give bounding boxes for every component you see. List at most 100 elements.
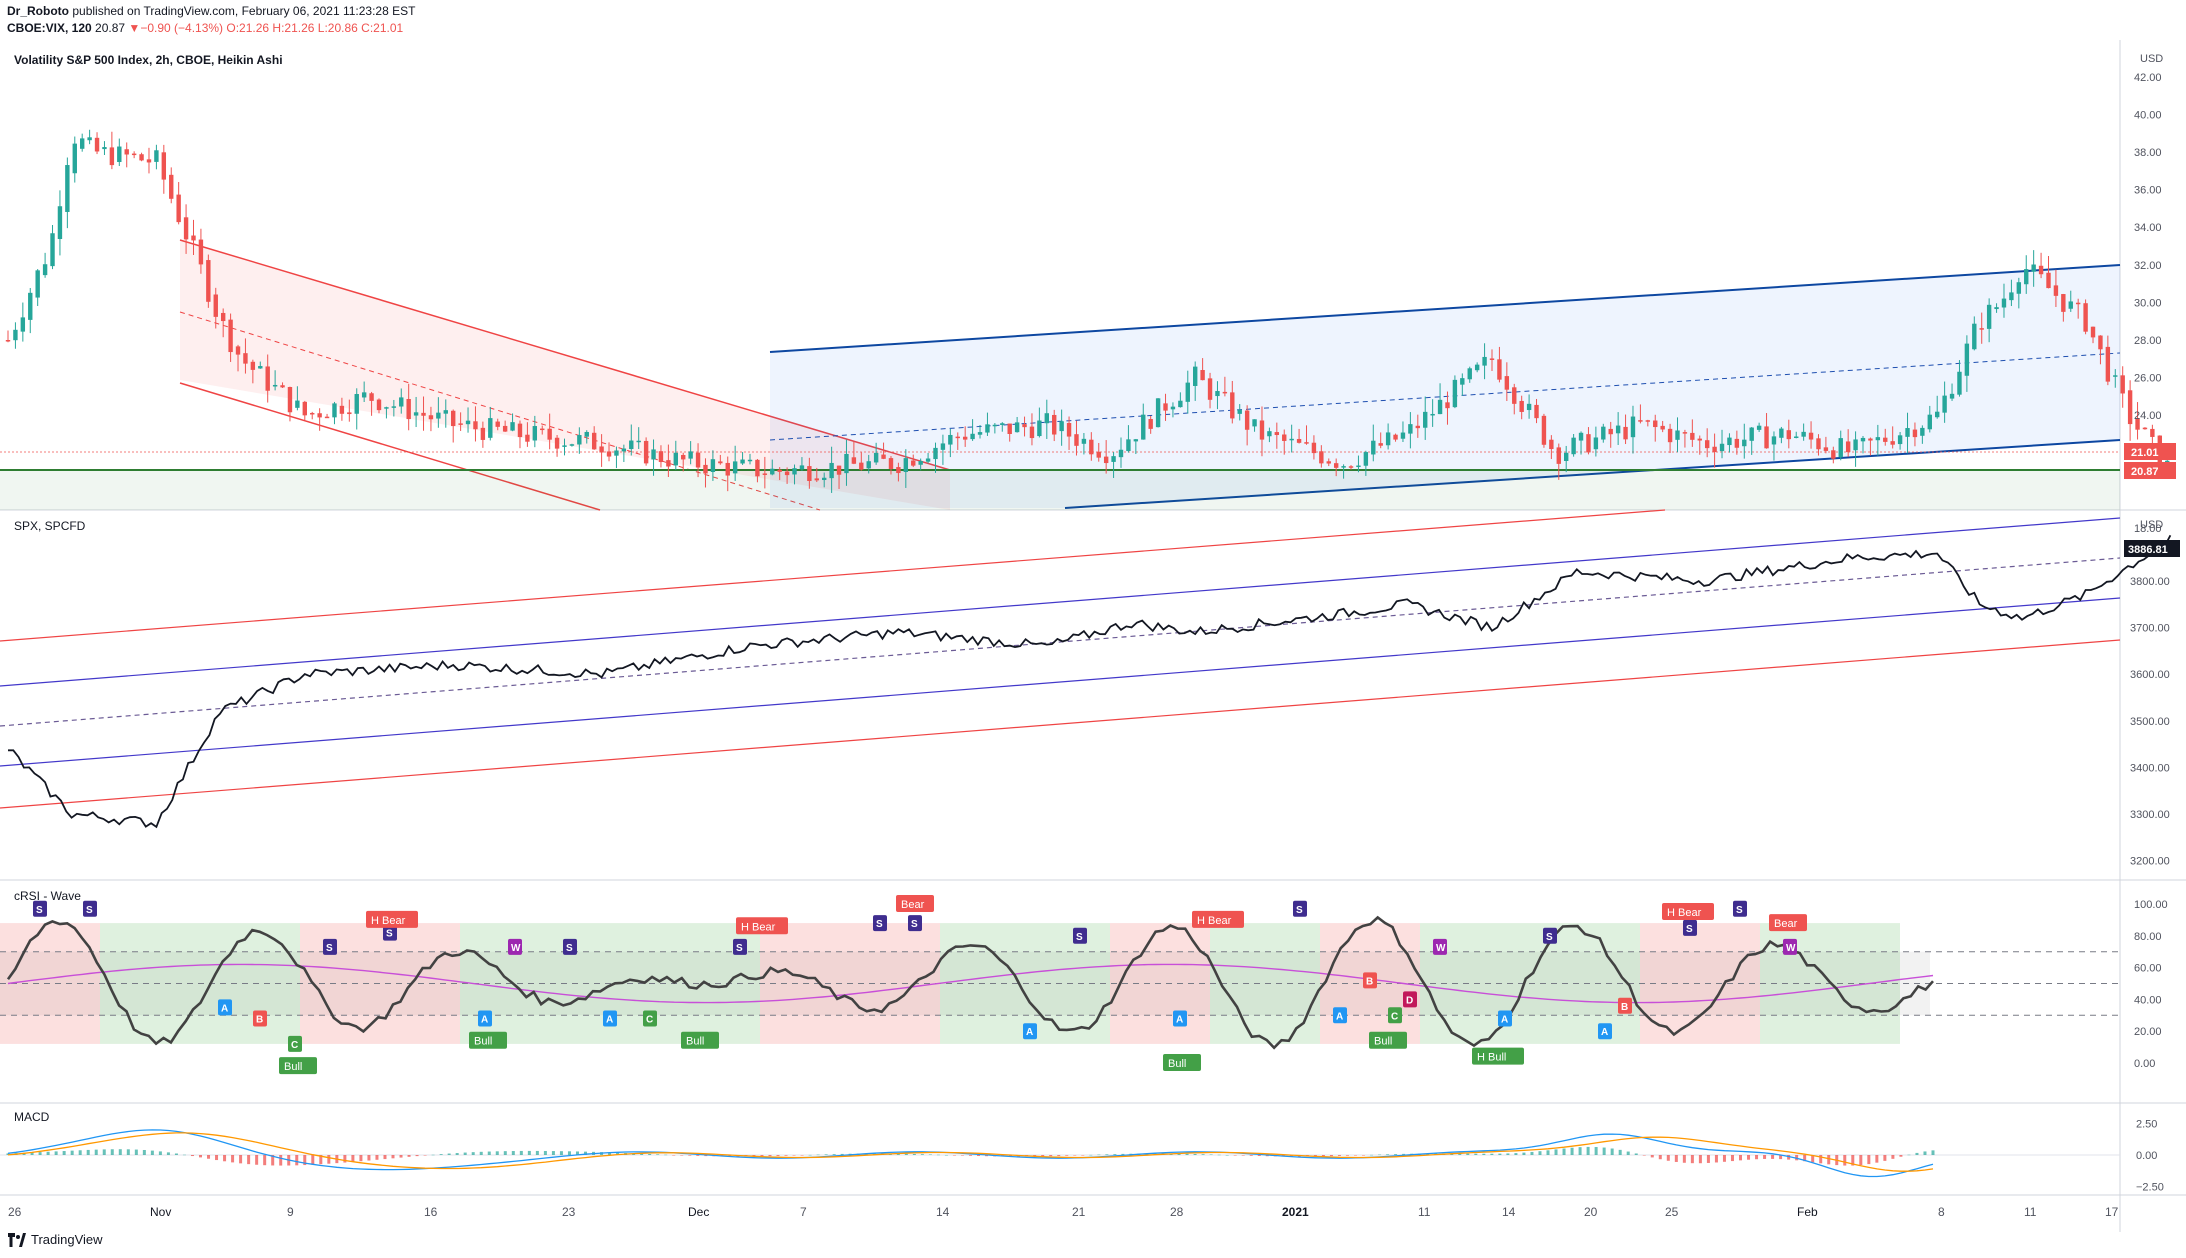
macd-histogram-bar [904, 1153, 908, 1155]
macd-histogram-bar [1209, 1154, 1213, 1155]
candle-body [1986, 304, 1992, 329]
candle-body [28, 292, 33, 320]
macd-histogram-bar [1610, 1148, 1614, 1155]
candle-body [1460, 378, 1465, 385]
candle-body [1378, 443, 1383, 446]
candle-body [1423, 411, 1428, 428]
macd-histogram-bar [1755, 1155, 1759, 1160]
vix-axis-tick: 18.00 [2134, 523, 2162, 535]
candle-body [1860, 437, 1866, 442]
regression-red-upper [0, 509, 1666, 642]
candle-body [799, 465, 805, 470]
candle-body [317, 413, 322, 418]
candle-body [1356, 465, 1361, 468]
candle-body [562, 445, 567, 447]
vix-pane-title: Volatility S&P 500 Index, 2h, CBOE, Heik… [14, 53, 283, 67]
candle-body [710, 459, 716, 473]
candle-body [2113, 375, 2118, 377]
time-axis-tick: 11 [1418, 1205, 1431, 1219]
crsi-signal-label: S [1076, 932, 1083, 943]
candle-body [1845, 441, 1851, 453]
crsi-axis-tick: 60.00 [2134, 963, 2162, 975]
macd-histogram-bar [656, 1154, 660, 1155]
candle-body [606, 451, 612, 457]
candle-body [2068, 301, 2073, 309]
time-axis-tick: 26 [8, 1205, 22, 1219]
candle-body [985, 424, 990, 433]
candle-body [94, 137, 100, 152]
macd-histogram-bar [1923, 1151, 1927, 1155]
candle-body [1534, 404, 1539, 419]
macd-histogram-bar [543, 1150, 547, 1155]
macd-histogram-bar [1049, 1155, 1053, 1157]
candle-body [896, 467, 901, 474]
crsi-pattern-label: Bull [686, 1036, 704, 1048]
macd-histogram-bar [110, 1149, 114, 1155]
candle-body [1230, 392, 1235, 419]
crsi-pattern-tag [1662, 902, 1714, 920]
candle-body [1178, 400, 1183, 408]
macd-histogram-bar [199, 1155, 202, 1158]
macd-axis-tick: 2.50 [2136, 1118, 2157, 1130]
candle-body [1808, 432, 1814, 440]
macd-histogram-bar [816, 1154, 820, 1156]
candle-body [1719, 443, 1725, 452]
crsi-signal-marker [288, 1035, 302, 1052]
tradingview-brand[interactable]: TradingView [8, 1232, 103, 1247]
candle-body [310, 412, 315, 415]
macd-histogram-bar [150, 1150, 154, 1155]
candle-body [5, 340, 11, 342]
macd-histogram-bar [46, 1151, 50, 1155]
macd-histogram-bar [1498, 1153, 1502, 1155]
candle-body [1222, 391, 1228, 394]
candle-body [235, 346, 241, 355]
candle-body [1103, 456, 1109, 464]
spx-axis-unit: USD [2140, 519, 2163, 531]
regression-mid [0, 557, 2121, 727]
candle-body [925, 458, 931, 462]
candle-body [1059, 421, 1064, 432]
macd-histogram-bar [1819, 1155, 1823, 1164]
candle-body [1883, 437, 1888, 442]
crsi-signal-marker [1173, 1010, 1187, 1027]
candle-body [1890, 441, 1895, 445]
candle-body [2009, 292, 2014, 301]
candle-body [13, 329, 18, 341]
macd-histogram-bar [1394, 1154, 1398, 1155]
crsi-pattern-label: Bear [901, 899, 925, 911]
candle-body [1400, 432, 1406, 439]
spx-price-line [8, 534, 2172, 829]
macd-histogram-bar [760, 1155, 764, 1157]
candle-body [295, 400, 300, 408]
macd-histogram-bar [977, 1155, 981, 1156]
symbol-line: CBOE:VIX, 120 20.87 ▼−0.90 (−4.13%) O:21… [7, 21, 403, 35]
macd-histogram-bar [134, 1149, 138, 1155]
candle-body [1474, 364, 1480, 371]
publish-info: published on TradingView.com, February 0… [72, 4, 416, 18]
macd-histogram-bar [985, 1155, 989, 1157]
candle-body [406, 398, 411, 420]
crsi-signal-marker [508, 938, 522, 955]
candle-body [1653, 420, 1658, 428]
macd-histogram-bar [158, 1151, 162, 1155]
crsi-signal-label: A [1176, 1014, 1183, 1025]
author: Dr_Roboto [7, 4, 69, 18]
candle-body [413, 412, 419, 416]
macd-histogram-bar [1915, 1152, 1919, 1155]
macd-histogram-bar [271, 1155, 275, 1166]
candle-body [339, 405, 345, 414]
macd-histogram-bar [311, 1155, 315, 1165]
candle-body [903, 458, 909, 472]
candle-body [287, 387, 293, 413]
candle-body [42, 264, 48, 276]
candle-body [72, 143, 77, 174]
candle-body [272, 384, 278, 387]
macd-histogram-bar [1514, 1153, 1518, 1155]
macd-histogram-bar [1851, 1155, 1855, 1166]
crsi-signal-label: S [86, 905, 93, 916]
macd-histogram-bar [279, 1155, 283, 1166]
tradingview-logo-icon [8, 1232, 26, 1247]
candle-body [1259, 420, 1265, 440]
